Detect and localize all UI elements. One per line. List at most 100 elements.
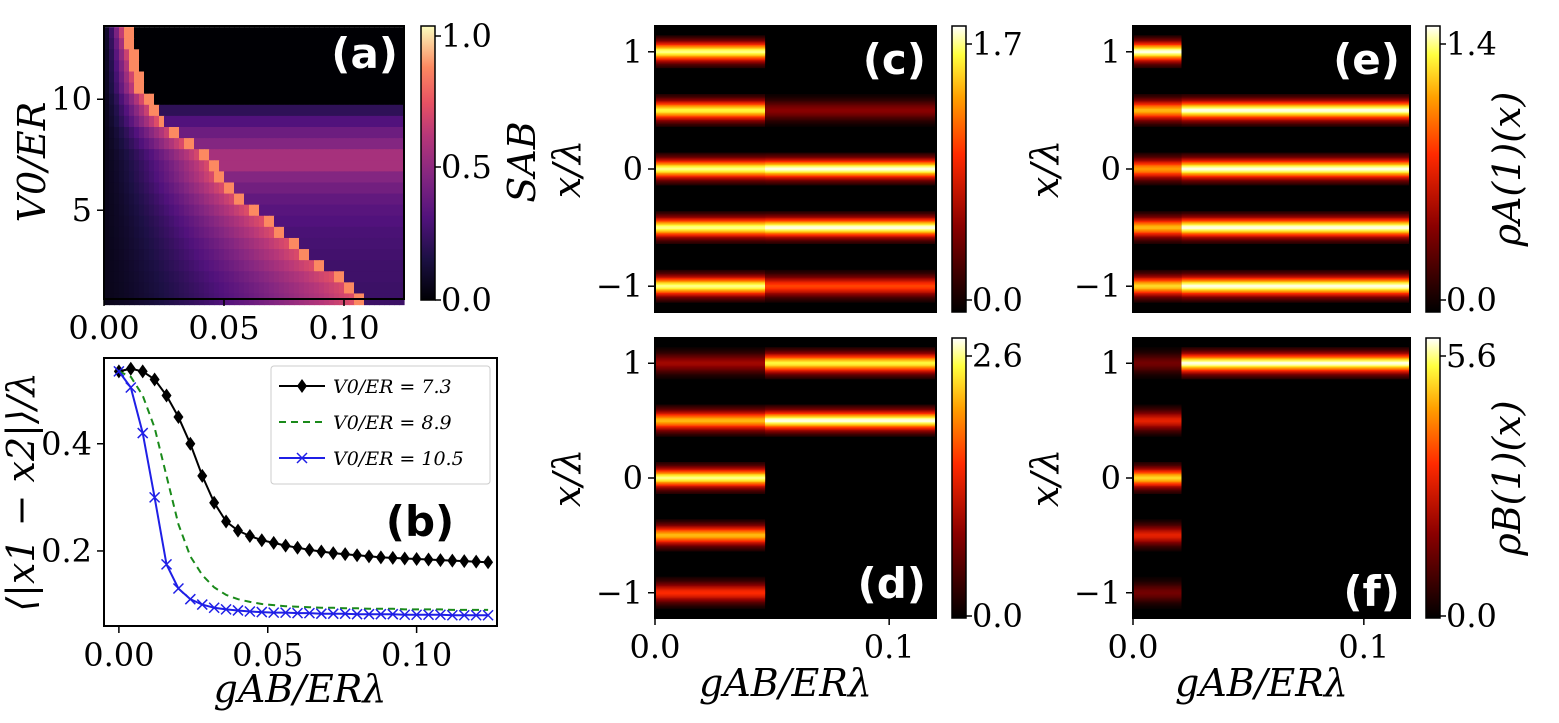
heatmap-cell (324, 38, 330, 50)
heatmap-cell (309, 160, 315, 172)
heatmap-cell (179, 27, 185, 39)
heatmap-cell (154, 38, 160, 50)
heatmap-cell (324, 215, 330, 228)
heatmap-cell (349, 138, 355, 150)
heatmap-cell (134, 204, 140, 217)
heatmap-cell (184, 160, 190, 172)
heatmap-cell (344, 249, 350, 261)
heatmap-cell (284, 60, 290, 73)
heatmap-cell (264, 138, 270, 150)
heatmap-cell (274, 171, 280, 184)
heatmap-cell (289, 115, 295, 128)
heatmap-cell (384, 226, 390, 239)
heatmap-cell (189, 49, 195, 62)
heatmap-cell (204, 49, 210, 62)
heatmap-cell (204, 282, 210, 295)
heatmap-cell (129, 237, 135, 250)
x-tick-label: 0.1 (864, 628, 915, 666)
data-point (125, 361, 136, 376)
heatmap-cell (299, 226, 305, 239)
heatmap-cell (269, 171, 275, 184)
heatmap-cell (194, 149, 200, 161)
heatmap-cell (194, 282, 200, 295)
heatmap-cell (104, 138, 110, 150)
data-point (268, 535, 279, 550)
data-point (339, 608, 351, 620)
heatmap-cell (339, 126, 345, 139)
heatmap-cell (364, 226, 370, 239)
heatmap-cell (124, 226, 130, 239)
heatmap-cell (154, 115, 160, 128)
heatmap-cell (264, 271, 270, 283)
heatmap-cell (109, 60, 115, 73)
heatmap-cell (234, 249, 240, 261)
heatmap-cell (159, 82, 165, 95)
heatmap-cell (324, 104, 330, 117)
heatmap-cell (214, 38, 220, 50)
heatmap-cell (394, 271, 400, 283)
heatmap-cell (349, 104, 355, 117)
density-band (1181, 226, 1410, 229)
heatmap-cell (299, 282, 305, 295)
heatmap-cell (354, 115, 360, 128)
heatmap-cell (184, 60, 190, 73)
heatmap-cell (199, 204, 205, 217)
heatmap-cell (394, 71, 400, 84)
heatmap-cell (264, 49, 270, 62)
heatmap-cell (204, 160, 210, 172)
heatmap-cell (314, 249, 320, 261)
heatmap-cell (334, 260, 340, 272)
heatmap-cell (229, 82, 235, 95)
heatmap-cell (119, 249, 125, 261)
heatmap-cell (219, 38, 225, 50)
heatmap-cell (294, 93, 300, 106)
heatmap-cell (199, 271, 205, 283)
heatmap-cell (299, 138, 305, 150)
heatmap-cell (254, 60, 260, 73)
heatmap-cell (259, 282, 265, 295)
heatmap-cell (159, 27, 165, 39)
heatmap-cell (104, 282, 110, 295)
heatmap-cell (229, 115, 235, 128)
heatmap-cell (354, 60, 360, 73)
heatmap-cell (164, 71, 170, 84)
heatmap-cell (379, 126, 385, 139)
heatmap-cell (214, 226, 220, 239)
heatmap-cell (184, 215, 190, 228)
heatmap-cell (229, 27, 235, 39)
heatmap-cell (384, 60, 390, 73)
heatmap-cell (259, 249, 265, 261)
heatmap-cell (144, 49, 150, 62)
heatmap-cell (314, 126, 320, 139)
heatmap-cell (369, 38, 375, 50)
heatmap-cell (129, 60, 135, 73)
heatmap-cell (204, 126, 210, 139)
heatmap-cell (249, 138, 255, 150)
data-point (375, 550, 386, 565)
heatmap-cell (164, 115, 170, 128)
heatmap-cell (374, 82, 380, 95)
heatmap-cell (234, 237, 240, 250)
heatmap-cell (164, 249, 170, 261)
heatmap-cell (249, 182, 255, 195)
heatmap-cell (294, 126, 300, 139)
heatmap-cell (249, 282, 255, 295)
heatmap-cell (109, 182, 115, 195)
heatmap-cell (259, 193, 265, 206)
heatmap-cell (304, 138, 310, 150)
heatmap-cell (134, 160, 140, 172)
heatmap-cell (304, 93, 310, 106)
heatmap-cell (194, 215, 200, 228)
heatmap-cell (209, 249, 215, 261)
heatmap-cell (129, 260, 135, 272)
heatmap-cell (154, 249, 160, 261)
heatmap-cell (154, 237, 160, 250)
heatmap-cell (254, 215, 260, 228)
heatmap-cell (354, 38, 360, 50)
heatmap-cell (184, 226, 190, 239)
heatmap-cell (234, 226, 240, 239)
heatmap-cell (344, 82, 350, 95)
heatmap-cell (139, 149, 145, 161)
heatmap-cell (164, 226, 170, 239)
heatmap-cell (269, 149, 275, 161)
